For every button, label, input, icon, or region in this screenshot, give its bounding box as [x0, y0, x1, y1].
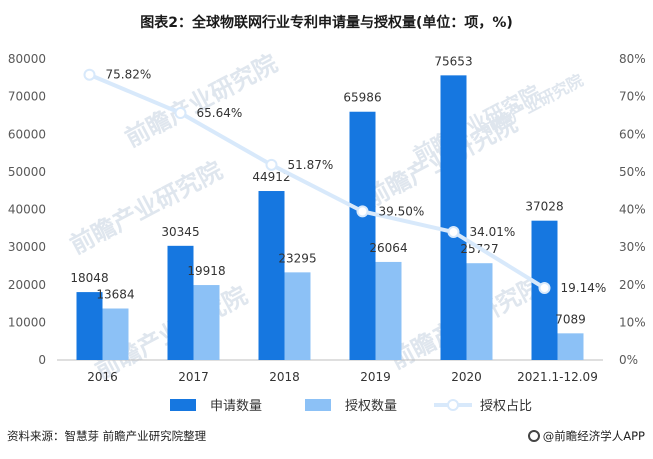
watermark-text-1: 前瞻产业研究院 — [66, 156, 227, 260]
bar-apply-label: 30345 — [161, 225, 199, 239]
line-ratio-point — [265, 158, 278, 171]
y-right-tick-label: 10% — [619, 315, 646, 329]
line-ratio-point — [356, 205, 369, 218]
y-right-tick-label: 70% — [619, 90, 646, 104]
legend-grant-swatch — [305, 399, 331, 411]
bar-grant-label: 26064 — [369, 241, 407, 255]
legend-ratio-label: 授权占比 — [480, 398, 532, 414]
y-right-tick-label: 0% — [619, 353, 638, 367]
bar-apply — [167, 245, 194, 360]
y-left-tick-label: 70000 — [8, 90, 46, 104]
bar-apply-label: 44912 — [252, 170, 290, 184]
line-ratio-label: 34.01% — [470, 225, 516, 239]
line-ratio-point — [538, 281, 551, 294]
bar-grant-label: 13684 — [96, 288, 134, 302]
bar-apply — [76, 292, 103, 360]
bar-grant — [466, 263, 493, 360]
bar-apply — [440, 75, 467, 360]
bar-apply-label: 37028 — [525, 200, 563, 214]
bar-grant — [557, 333, 584, 360]
bar-apply-label: 65986 — [343, 91, 381, 105]
line-ratio-label: 51.87% — [288, 158, 334, 172]
legend-apply-swatch — [170, 399, 196, 411]
x-tick-label: 2018 — [269, 370, 300, 384]
y-left-tick-label: 60000 — [8, 127, 46, 141]
x-tick-label: 2021.1-12.09 — [517, 370, 598, 384]
y-right-tick-label: 20% — [619, 278, 646, 292]
legend-apply-label: 申请数量 — [210, 399, 262, 414]
y-right-tick-label: 50% — [619, 165, 646, 179]
x-tick-label: 2016 — [87, 370, 118, 384]
chart-title: 图表2：全球物联网行业专利申请量与授权量(单位：项，%) — [140, 15, 513, 31]
y-right-tick-label: 40% — [619, 203, 646, 217]
line-ratio-point — [447, 226, 460, 239]
y-left-tick-label: 0 — [38, 353, 46, 367]
bar-apply-label: 18048 — [70, 271, 108, 285]
brand-credit: @前瞻经济学人APP — [527, 428, 645, 444]
bar-grant — [375, 261, 402, 360]
x-tick-label: 2020 — [451, 370, 482, 384]
y-left-tick-label: 40000 — [8, 203, 46, 217]
legend-ratio-marker — [447, 399, 459, 411]
bar-apply — [258, 191, 285, 360]
y-left-tick-label: 30000 — [8, 240, 46, 254]
bar-grant-label: 19918 — [187, 264, 225, 278]
y-right-tick-label: 30% — [619, 240, 646, 254]
bar-grant-label: 7089 — [555, 312, 586, 326]
bar-grant — [102, 308, 129, 360]
y-right-tick-label: 60% — [619, 127, 646, 141]
x-tick-label: 2019 — [360, 370, 391, 384]
y-right-tick-label: 80% — [619, 52, 646, 66]
line-ratio-label: 19.14% — [561, 281, 607, 295]
brand-text: @前瞻经济学人APP — [542, 429, 645, 443]
line-ratio-point — [174, 107, 187, 120]
line-ratio-point — [83, 68, 96, 81]
bar-grant-label: 23295 — [278, 251, 316, 265]
y-left-tick-label: 80000 — [8, 52, 46, 66]
bar-grant — [193, 285, 220, 360]
bar-grant — [284, 272, 311, 360]
y-left-tick-label: 10000 — [8, 315, 46, 329]
bar-apply-label: 75653 — [434, 54, 472, 68]
line-ratio-label: 39.50% — [379, 204, 425, 218]
line-ratio-label: 65.64% — [197, 106, 243, 120]
brand-logo-icon — [527, 430, 540, 442]
line-ratio-label: 75.82% — [106, 68, 152, 82]
watermark-text-0: 前瞻产业研究院 — [121, 49, 282, 153]
x-tick-label: 2017 — [178, 370, 209, 384]
source-note: 资料来源：智慧芽 前瞻产业研究院整理 — [7, 429, 207, 443]
y-left-tick-label: 20000 — [8, 278, 46, 292]
line-ratio — [88, 72, 546, 290]
y-left-tick-label: 50000 — [8, 165, 46, 179]
bar-apply — [349, 111, 376, 360]
legend-grant-label: 授权数量 — [345, 398, 397, 414]
